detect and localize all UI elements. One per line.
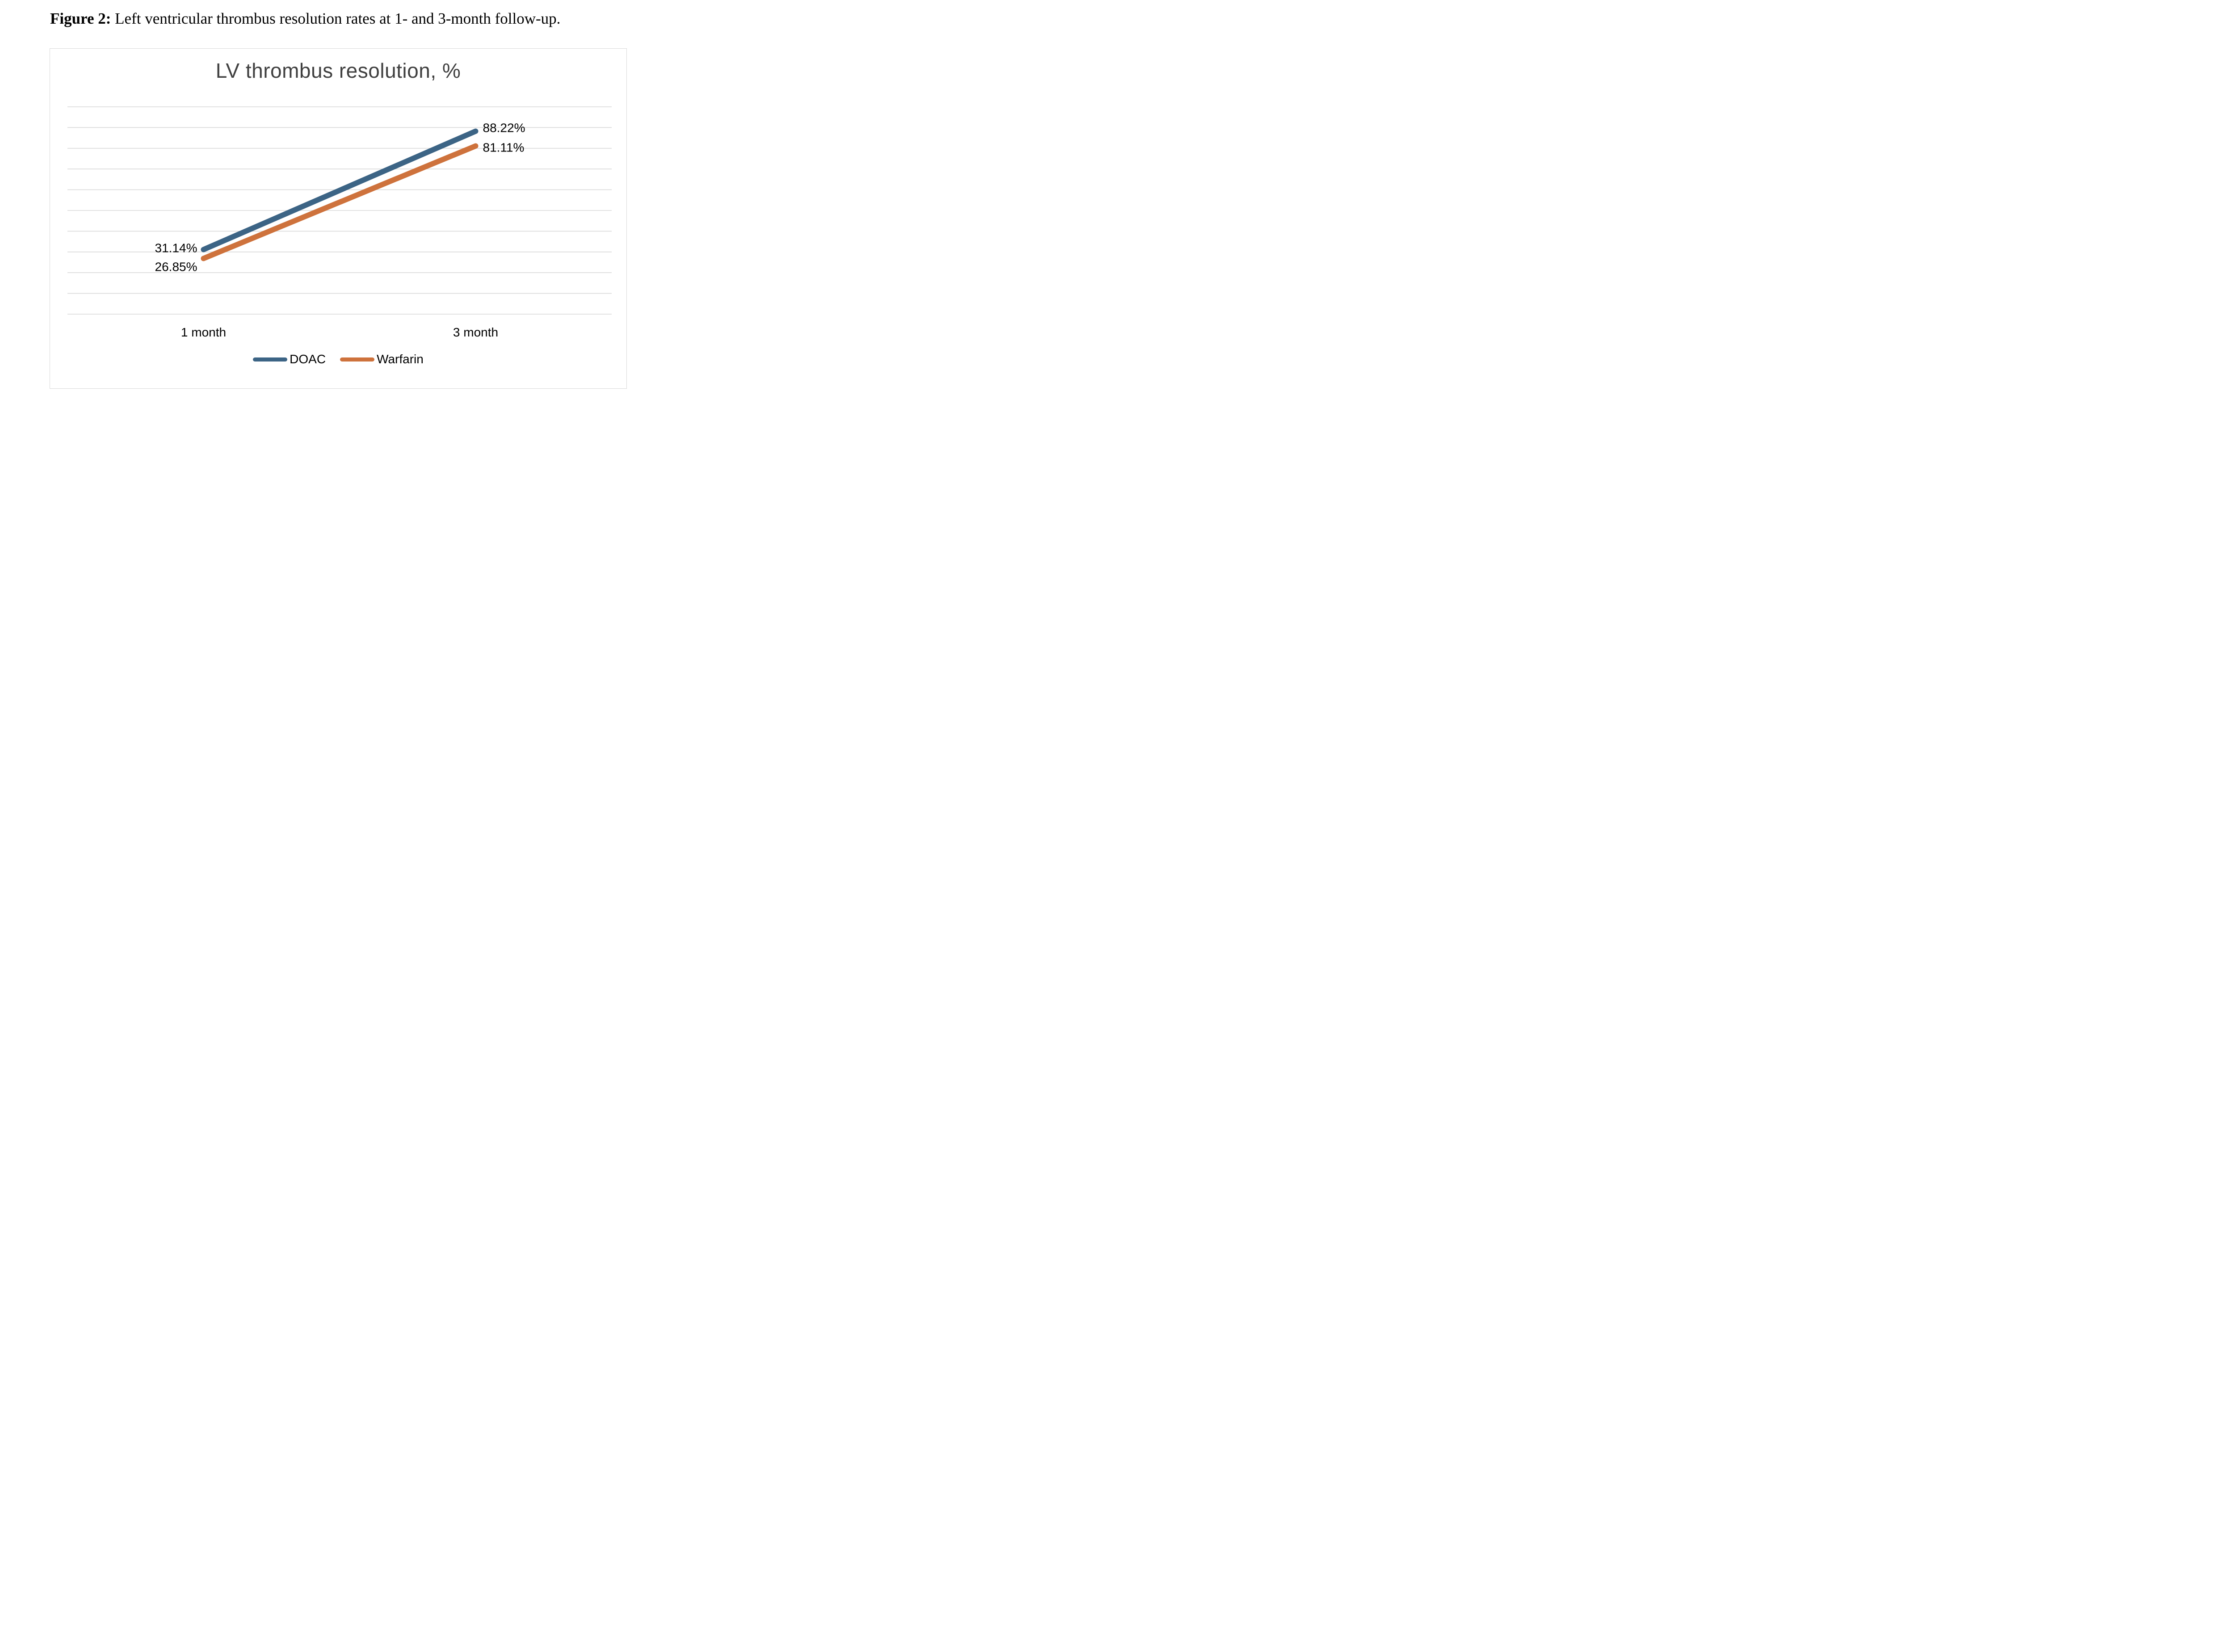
figure-caption: Figure 2: Left ventricular thrombus reso… [50,10,560,28]
figure-caption-text: Left ventricular thrombus resolution rat… [111,10,561,27]
chart-container: LV thrombus resolution, % 31.14% 88.22% 26… [50,48,627,389]
data-label-doac-3-month: 88.22% [483,121,525,135]
data-label-warfarin-3-month: 81.11% [483,141,525,155]
data-label-warfarin-1-month: 26.85% [155,260,197,273]
x-axis-label-1-month: 1 month [181,325,226,339]
data-label-doac-1-month: 31.14% [155,241,197,255]
figure-caption-label: Figure 2: [50,10,111,27]
series-line-warfarin [201,143,479,261]
legend-label-warfarin: Warfarin [377,352,424,366]
x-axis-label-3-month: 3 month [453,325,498,339]
legend-swatch-warfarin [340,357,375,362]
legend-item-doac: DOAC [253,353,326,366]
legend: DOAC Warfarin [50,353,626,366]
legend-item-warfarin: Warfarin [340,353,424,366]
chart-title: LV thrombus resolution, % [215,59,461,82]
legend-label-doac: DOAC [290,352,326,366]
legend-swatch-doac [253,357,288,362]
plot-area: 31.14% 88.22% 26.85% 81.11% 1 month 3 month [67,106,612,339]
series-line-doac [201,128,479,252]
page: Figure 2: Left ventricular thrombus reso… [0,0,701,425]
